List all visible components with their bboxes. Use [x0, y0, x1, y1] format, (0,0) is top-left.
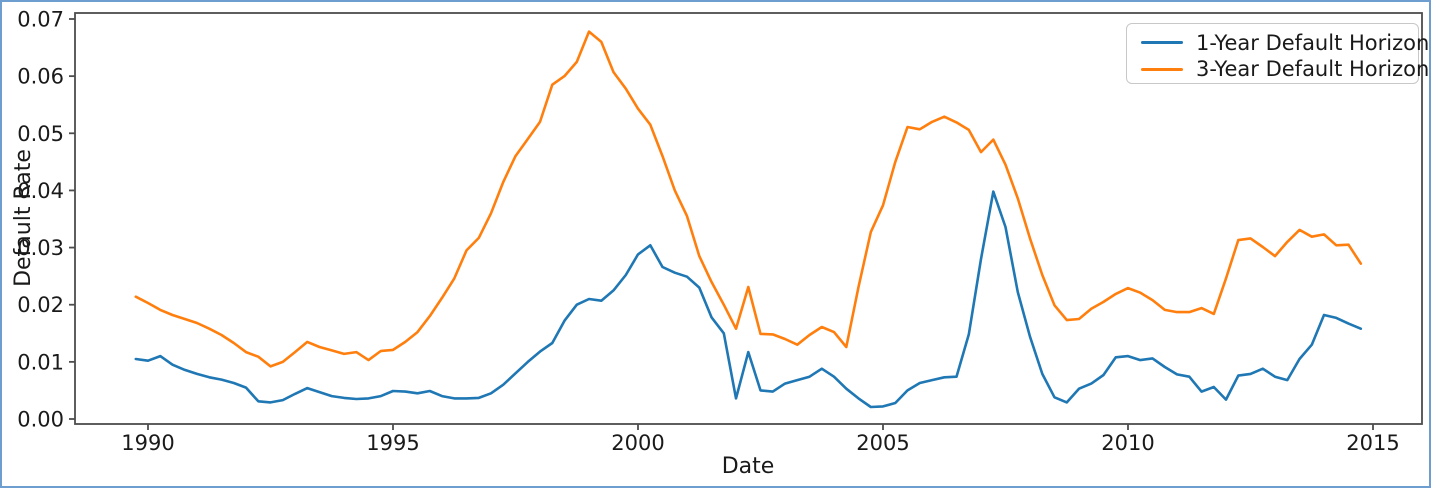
- y-tick-label: 0.01: [17, 350, 64, 374]
- legend-item-1year-horizon: 1-Year Default Horizon: [1141, 30, 1429, 56]
- series-line-1year: [134, 190, 1363, 409]
- y-tick-label: 0.04: [17, 179, 64, 203]
- y-tick-label: 0.03: [17, 236, 64, 260]
- x-axis-title: Date: [721, 454, 775, 479]
- legend-item-3year-horizon: 3-Year Default Horizon: [1141, 56, 1429, 82]
- y-tick-label: 0.06: [17, 65, 64, 89]
- x-tick-label: 1995: [366, 431, 419, 455]
- x-tick-label: 2005: [856, 431, 909, 455]
- legend: 1-Year Default Horizon 3-Year Default Ho…: [1126, 23, 1429, 84]
- x-tick-label: 1990: [121, 431, 174, 455]
- legend-label-3year: 3-Year Default Horizon: [1196, 57, 1430, 82]
- series-line-3year: [134, 30, 1363, 368]
- legend-line-swatch-blue: [1141, 41, 1183, 45]
- x-tick-label: 2010: [1101, 431, 1154, 455]
- plot-area-frame: [74, 12, 1423, 425]
- y-tick-label: 0.00: [17, 408, 64, 432]
- y-tick-label: 0.05: [17, 122, 64, 146]
- x-tick-label: 2000: [611, 431, 664, 455]
- y-tick-label: 0.07: [17, 8, 64, 32]
- x-tick-label: 2015: [1346, 431, 1399, 455]
- y-tick-label: 0.02: [17, 293, 64, 317]
- y-axis-title: Default Rate: [11, 149, 36, 287]
- legend-line-swatch-orange: [1141, 67, 1183, 71]
- legend-label-1year: 1-Year Default Horizon: [1196, 30, 1430, 55]
